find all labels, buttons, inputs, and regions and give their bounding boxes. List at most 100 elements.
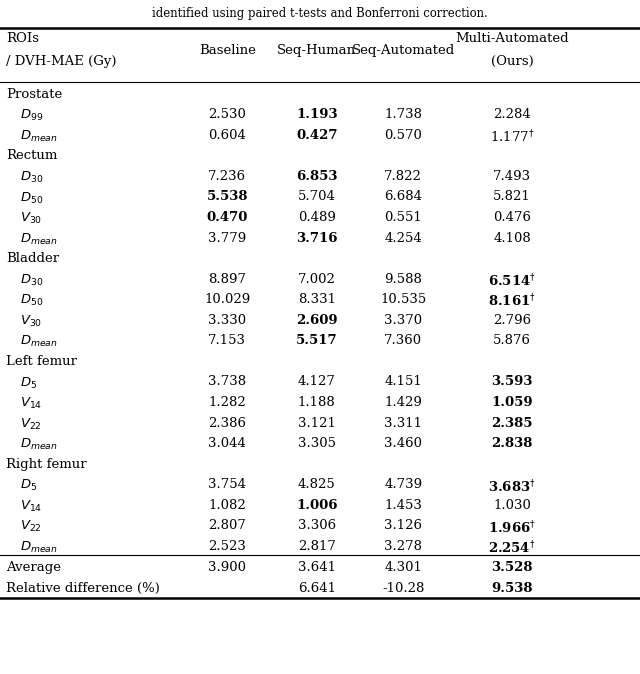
Text: 6.514$^{\dagger}$: 6.514$^{\dagger}$	[488, 272, 536, 289]
Text: $V_{22}$: $V_{22}$	[20, 417, 42, 431]
Text: 0.427: 0.427	[296, 129, 337, 142]
Text: (Ours): (Ours)	[491, 55, 533, 68]
Text: 7.002: 7.002	[298, 272, 336, 286]
Text: $D_{mean}$: $D_{mean}$	[20, 231, 58, 247]
Text: 3.641: 3.641	[298, 561, 336, 574]
Text: 7.822: 7.822	[384, 170, 422, 183]
Text: 7.493: 7.493	[493, 170, 531, 183]
Text: 4.151: 4.151	[385, 375, 422, 388]
Text: 3.126: 3.126	[384, 519, 422, 532]
Text: 2.284: 2.284	[493, 108, 531, 121]
Text: 2.609: 2.609	[296, 313, 338, 327]
Text: Baseline: Baseline	[199, 44, 255, 57]
Text: 8.897: 8.897	[208, 272, 246, 286]
Text: 2.817: 2.817	[298, 540, 336, 553]
Text: 10.029: 10.029	[204, 293, 250, 306]
Text: $D_{5}$: $D_{5}$	[20, 375, 38, 390]
Text: $D_{mean}$: $D_{mean}$	[20, 129, 58, 144]
Text: $D_{30}$: $D_{30}$	[20, 170, 44, 185]
Text: 7.360: 7.360	[384, 334, 422, 347]
Text: 5.517: 5.517	[296, 334, 338, 347]
Text: Seq-Human: Seq-Human	[277, 44, 356, 57]
Text: 2.530: 2.530	[208, 108, 246, 121]
Text: Seq-Automated: Seq-Automated	[351, 44, 455, 57]
Text: 8.331: 8.331	[298, 293, 336, 306]
Text: ROIs: ROIs	[6, 32, 40, 45]
Text: $V_{22}$: $V_{22}$	[20, 519, 42, 534]
Text: $D_{mean}$: $D_{mean}$	[20, 334, 58, 349]
Text: 6.853: 6.853	[296, 170, 337, 183]
Text: 3.460: 3.460	[384, 437, 422, 450]
Text: 2.386: 2.386	[208, 417, 246, 429]
Text: 3.593: 3.593	[492, 375, 532, 388]
Text: 6.641: 6.641	[298, 582, 336, 595]
Text: 4.108: 4.108	[493, 231, 531, 245]
Text: 3.683$^{\dagger}$: 3.683$^{\dagger}$	[488, 478, 536, 495]
Text: Prostate: Prostate	[6, 88, 63, 100]
Text: $V_{30}$: $V_{30}$	[20, 211, 43, 226]
Text: 0.489: 0.489	[298, 211, 336, 224]
Text: 1.059: 1.059	[491, 396, 533, 409]
Text: 3.779: 3.779	[208, 231, 246, 245]
Text: 5.704: 5.704	[298, 190, 336, 204]
Text: 3.370: 3.370	[384, 313, 422, 327]
Text: 1.453: 1.453	[384, 499, 422, 512]
Text: 2.523: 2.523	[208, 540, 246, 553]
Text: 3.121: 3.121	[298, 417, 336, 429]
Text: $D_{mean}$: $D_{mean}$	[20, 540, 58, 555]
Text: $V_{14}$: $V_{14}$	[20, 396, 43, 411]
Text: 1.082: 1.082	[209, 499, 246, 512]
Text: Relative difference (%): Relative difference (%)	[6, 582, 160, 595]
Text: 4.127: 4.127	[298, 375, 336, 388]
Text: identified using paired t-tests and Bonferroni correction.: identified using paired t-tests and Bonf…	[152, 7, 488, 20]
Text: $V_{14}$: $V_{14}$	[20, 499, 43, 514]
Text: 1.188: 1.188	[298, 396, 335, 409]
Text: Bladder: Bladder	[6, 252, 60, 265]
Text: 3.716: 3.716	[296, 231, 337, 245]
Text: 2.838: 2.838	[492, 437, 532, 450]
Text: 3.311: 3.311	[384, 417, 422, 429]
Text: 4.254: 4.254	[385, 231, 422, 245]
Text: 5.876: 5.876	[493, 334, 531, 347]
Text: 2.385: 2.385	[492, 417, 532, 429]
Text: 0.570: 0.570	[384, 129, 422, 142]
Text: 3.305: 3.305	[298, 437, 336, 450]
Text: 6.684: 6.684	[384, 190, 422, 204]
Text: 1.030: 1.030	[493, 499, 531, 512]
Text: 8.161$^{\dagger}$: 8.161$^{\dagger}$	[488, 293, 536, 310]
Text: 7.236: 7.236	[208, 170, 246, 183]
Text: Right femur: Right femur	[6, 458, 87, 470]
Text: $D_{50}$: $D_{50}$	[20, 293, 44, 308]
Text: 3.738: 3.738	[208, 375, 246, 388]
Text: Left femur: Left femur	[6, 355, 77, 368]
Text: 3.330: 3.330	[208, 313, 246, 327]
Text: 1.966$^{\dagger}$: 1.966$^{\dagger}$	[488, 519, 536, 536]
Text: 4.301: 4.301	[384, 561, 422, 574]
Text: 0.476: 0.476	[493, 211, 531, 224]
Text: 0.551: 0.551	[385, 211, 422, 224]
Text: 3.306: 3.306	[298, 519, 336, 532]
Text: 0.470: 0.470	[207, 211, 248, 224]
Text: $V_{30}$: $V_{30}$	[20, 313, 43, 329]
Text: / DVH-MAE (Gy): / DVH-MAE (Gy)	[6, 55, 117, 68]
Text: 1.429: 1.429	[384, 396, 422, 409]
Text: 3.900: 3.900	[208, 561, 246, 574]
Text: 5.538: 5.538	[207, 190, 248, 204]
Text: 4.739: 4.739	[384, 478, 422, 491]
Text: $D_{99}$: $D_{99}$	[20, 108, 44, 123]
Text: 10.535: 10.535	[380, 293, 426, 306]
Text: Rectum: Rectum	[6, 149, 58, 162]
Text: 3.528: 3.528	[492, 561, 532, 574]
Text: 3.278: 3.278	[384, 540, 422, 553]
Text: 9.538: 9.538	[492, 582, 532, 595]
Text: 1.177$^{\dagger}$: 1.177$^{\dagger}$	[490, 129, 534, 146]
Text: 1.282: 1.282	[209, 396, 246, 409]
Text: Multi-Automated: Multi-Automated	[455, 32, 569, 45]
Text: 9.588: 9.588	[384, 272, 422, 286]
Text: Average: Average	[6, 561, 61, 574]
Text: 4.825: 4.825	[298, 478, 335, 491]
Text: 2.796: 2.796	[493, 313, 531, 327]
Text: 2.254$^{\dagger}$: 2.254$^{\dagger}$	[488, 540, 536, 557]
Text: 1.006: 1.006	[296, 499, 337, 512]
Text: 3.754: 3.754	[208, 478, 246, 491]
